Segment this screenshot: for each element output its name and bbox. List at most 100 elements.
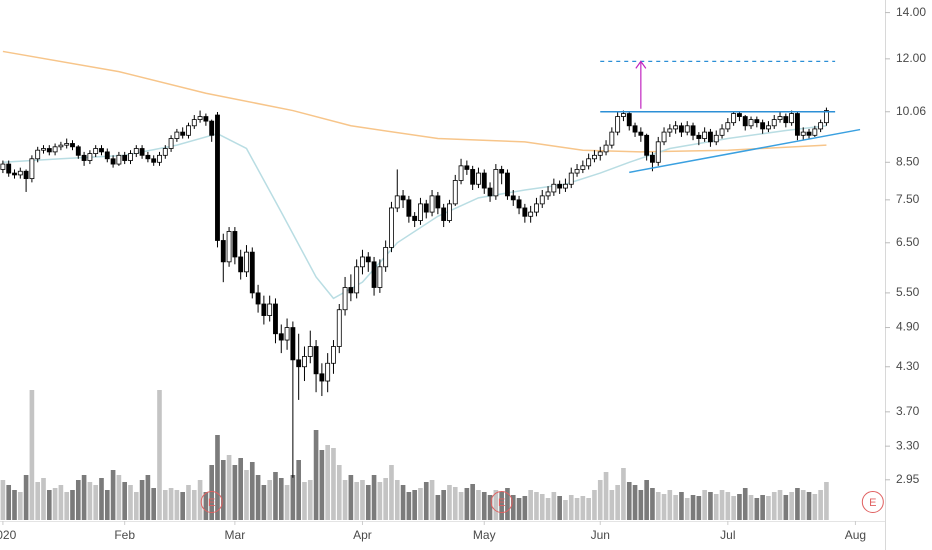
volume-bar [400,485,406,520]
candle-body [365,256,371,263]
candle-body [690,125,696,136]
candle-body [278,333,284,341]
volume-bar [661,494,667,520]
volume-bar [777,490,783,520]
target-arrow-head [635,60,647,69]
volume-bar [696,496,702,520]
volume-bar [278,478,284,520]
volume-bar [41,478,46,520]
volume-bar [621,468,626,520]
y-tick-label: 12.00 [896,51,926,65]
volume-bar [29,390,35,520]
y-tick-label: 3.70 [896,404,920,418]
candle-body [510,195,516,201]
x-tick-label: Mar [225,528,246,542]
candle-body [580,165,586,170]
candle-body [383,247,389,268]
volume-bar [626,482,632,520]
volume-bar [487,495,493,520]
volume-bar [412,490,417,520]
candle-body [157,154,162,163]
volume-bar [673,495,678,520]
y-tick-label: 6.50 [896,235,920,249]
candle-body [539,195,545,205]
candle-body [87,153,93,161]
candle-body [12,172,17,176]
volume-bar [406,492,412,520]
candle-body [783,116,789,124]
volume-bar [493,490,499,520]
volume-bar [93,485,99,520]
candle-body [244,251,249,273]
volume-bar [789,492,794,520]
volume-bar [586,498,591,520]
volume-bar [609,490,615,520]
candle-body [180,131,186,136]
volume-bar [180,492,186,520]
volume-bar [261,485,267,520]
candle-body [122,154,128,161]
volume-bar [244,470,249,520]
candle-body [725,122,731,130]
y-tick-label: 5.50 [896,285,920,299]
candle-body [273,303,278,335]
candle-body [151,158,157,163]
volume-bar [435,495,441,520]
volume-bar [748,495,754,520]
candle-body [174,131,180,139]
volume-bar [418,488,423,520]
volume-bar [539,494,545,520]
volume-bar [818,490,823,520]
volume-bar [139,480,145,520]
volume-bar [162,490,168,520]
candle-body [655,141,661,163]
candle-body [505,172,510,197]
volume-bar [597,480,603,520]
volume-bar [87,482,93,520]
candle-body [812,128,818,136]
candle-body [429,195,435,213]
volume-bar [64,492,70,520]
volume-bar [713,494,719,520]
x-tick-label: Apr [353,528,372,542]
candle-body [574,169,580,174]
volume-bar [452,487,458,520]
candle-body [447,203,452,221]
candle-body [684,125,690,133]
candle-body [609,131,615,146]
volume-bar [197,480,203,520]
volume-bar [684,498,690,520]
candle-body [818,122,824,130]
candle-body [771,119,777,127]
volume-bar [110,470,116,520]
candle-body [696,134,702,139]
candle-body [621,113,626,117]
candle-body [522,207,528,217]
volume-bar [58,485,64,520]
volume-bar [655,492,661,520]
candle-body [412,215,418,221]
candle-body [794,113,800,136]
y-tick-label: 7.50 [896,192,920,206]
candle-body [615,116,621,133]
candle-body [319,373,325,382]
candle-body [389,207,394,248]
volume-bar [551,492,557,520]
volume-bar [632,485,638,520]
candle-body [708,131,713,143]
candle-body [290,327,296,361]
volume-bar [383,478,388,520]
candle-body [458,165,464,181]
volume-bar [754,498,760,520]
candle-body [226,231,232,263]
candle-body [406,199,412,217]
candle-body [603,144,609,153]
x-tick-label: Jul [720,528,735,542]
volume-bar [220,460,226,520]
x-tick-label: 2020 [0,528,17,542]
volume-bar [470,484,475,520]
volume-bar [232,465,238,520]
volume-bar [481,492,487,520]
candle-body [99,148,104,153]
candle-body [592,154,597,160]
